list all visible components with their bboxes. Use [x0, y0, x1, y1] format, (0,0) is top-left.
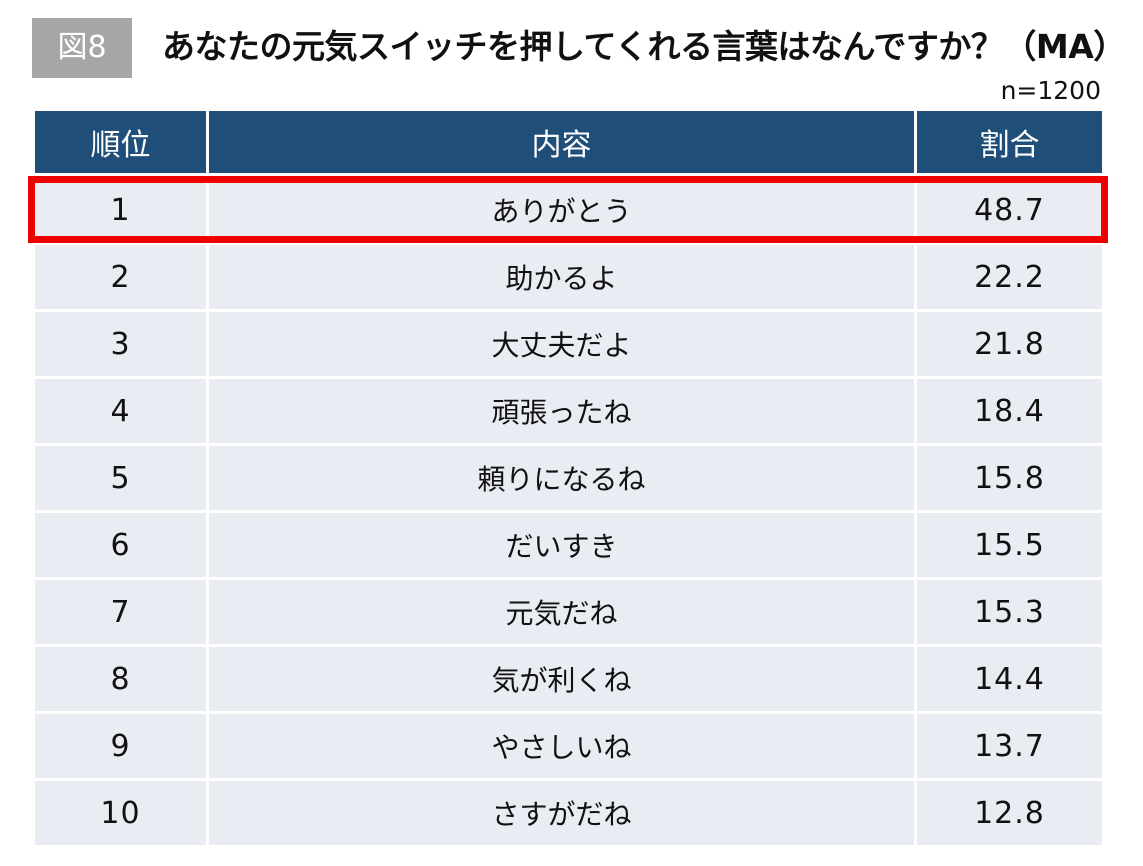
- rank-cell: 3: [35, 312, 206, 376]
- content-cell: やさしいね: [209, 714, 914, 778]
- rank-cell: 1: [35, 178, 206, 242]
- table-row: 9 やさしいね 13.7: [35, 714, 1102, 778]
- rank-cell: 8: [35, 647, 206, 711]
- content-cell: さすがだね: [209, 781, 914, 845]
- percentage-cell: 48.7: [917, 178, 1102, 242]
- content-cell: 頑張ったね: [209, 379, 914, 443]
- header-percentage: 割合: [917, 111, 1102, 173]
- rank-cell: 2: [35, 245, 206, 309]
- ranking-table: 順位 内容 割合 1 ありがとう 48.7 2 助かるよ 22.2 3 大丈夫だよ 21.8 4 頑…: [35, 111, 1102, 848]
- percentage-cell: 13.7: [917, 714, 1102, 778]
- table-row: 8 気が利くね 14.4: [35, 647, 1102, 711]
- content-cell: 気が利くね: [209, 647, 914, 711]
- content-cell: 頼りになるね: [209, 446, 914, 510]
- content-cell: ありがとう: [209, 178, 914, 242]
- table-row: 4 頑張ったね 18.4: [35, 379, 1102, 443]
- chart-title: あなたの元気スイッチを押してくれる言葉はなんですか？（MA）: [162, 27, 1126, 66]
- sample-size: n=1200: [1000, 76, 1101, 105]
- content-cell: 助かるよ: [209, 245, 914, 309]
- table-row: 1 ありがとう 48.7: [35, 178, 1102, 242]
- table-header-row: 順位 内容 割合: [35, 111, 1102, 173]
- rank-cell: 5: [35, 446, 206, 510]
- table-row: 6 だいすき 15.5: [35, 513, 1102, 577]
- percentage-cell: 18.4: [917, 379, 1102, 443]
- rank-cell: 6: [35, 513, 206, 577]
- percentage-cell: 15.3: [917, 580, 1102, 644]
- rank-cell: 7: [35, 580, 206, 644]
- table-body: 1 ありがとう 48.7 2 助かるよ 22.2 3 大丈夫だよ 21.8 4 頑張ったね 18.4 5…: [35, 178, 1102, 845]
- table-row: 7 元気だね 15.3: [35, 580, 1102, 644]
- percentage-cell: 21.8: [917, 312, 1102, 376]
- table-row: 2 助かるよ 22.2: [35, 245, 1102, 309]
- percentage-cell: 15.5: [917, 513, 1102, 577]
- content-cell: 大丈夫だよ: [209, 312, 914, 376]
- rank-cell: 4: [35, 379, 206, 443]
- content-cell: 元気だね: [209, 580, 914, 644]
- percentage-cell: 14.4: [917, 647, 1102, 711]
- percentage-cell: 12.8: [917, 781, 1102, 845]
- percentage-cell: 22.2: [917, 245, 1102, 309]
- content-cell: だいすき: [209, 513, 914, 577]
- header-rank: 順位: [35, 111, 206, 173]
- figure-label: 図8: [32, 18, 132, 78]
- table-row: 10 さすがだね 12.8: [35, 781, 1102, 845]
- table-row: 3 大丈夫だよ 21.8: [35, 312, 1102, 376]
- percentage-cell: 15.8: [917, 446, 1102, 510]
- table-row: 5 頼りになるね 15.8: [35, 446, 1102, 510]
- header-content: 内容: [209, 111, 914, 173]
- rank-cell: 10: [35, 781, 206, 845]
- rank-cell: 9: [35, 714, 206, 778]
